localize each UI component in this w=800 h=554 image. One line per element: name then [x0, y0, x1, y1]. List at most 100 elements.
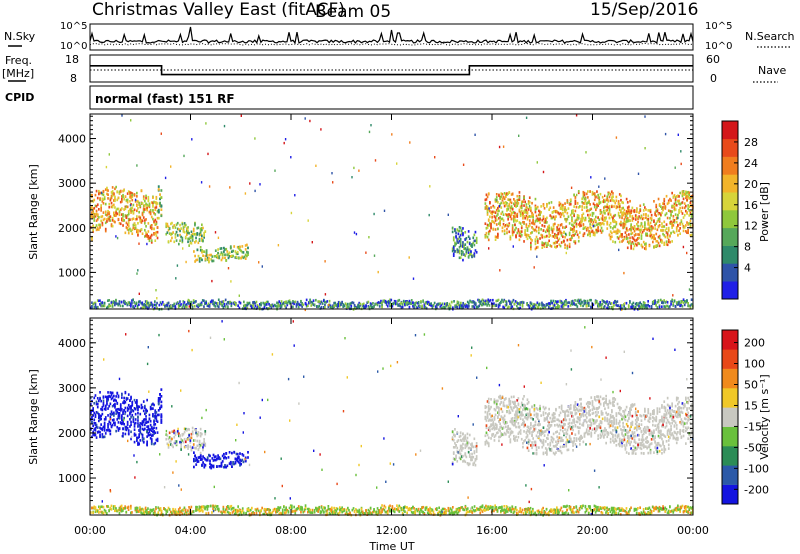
- echo-cell: [612, 219, 614, 222]
- echo-cell: [626, 246, 629, 250]
- echo-cell: [520, 301, 523, 304]
- echo-cell: [95, 306, 98, 310]
- echo-cell: [90, 193, 92, 197]
- echo-cell: [470, 244, 472, 247]
- echo-cell: [120, 300, 123, 304]
- echo-cell: [589, 190, 591, 193]
- echo-cell: [189, 241, 192, 245]
- echo-cell: [445, 302, 447, 306]
- echo-cell: [194, 223, 196, 227]
- echo-cell: [525, 214, 528, 218]
- echo-cell: [481, 303, 484, 307]
- echo-cell: [286, 301, 289, 305]
- echo-cell: [92, 433, 94, 436]
- echo-cell: [157, 188, 160, 191]
- y-tick-label: 1000: [58, 266, 86, 279]
- echo-cell: [618, 240, 621, 244]
- echo-cell: [225, 247, 228, 251]
- echo-cell: [597, 216, 599, 220]
- echo-cell: [674, 213, 677, 216]
- echo-cell: [494, 219, 497, 222]
- echo-cell: [133, 301, 136, 304]
- echo-cell: [655, 205, 658, 209]
- echo-cell: [510, 205, 513, 208]
- echo-cell: [204, 464, 207, 467]
- echo-cell: [513, 401, 515, 404]
- echo-cell: [487, 238, 490, 242]
- echo-cell: [167, 437, 170, 441]
- echo-cell: [524, 216, 526, 220]
- echo-cell: [114, 220, 116, 224]
- echo-cell: [523, 420, 525, 424]
- echo-cell: [108, 202, 111, 206]
- echo-cell: [542, 303, 544, 306]
- echo-cell: [455, 456, 457, 460]
- echo-cell: [666, 232, 669, 236]
- echo-cell: [671, 210, 673, 213]
- echo-cell: [160, 208, 163, 211]
- echo-cell: [653, 237, 655, 241]
- echo-cell: [328, 303, 330, 307]
- echo-cell: [544, 241, 547, 245]
- echo-cell: [95, 228, 98, 232]
- echo-cell: [541, 218, 544, 222]
- echo-cell: [192, 299, 195, 302]
- echo-cell: [473, 450, 476, 453]
- echo-cell: [629, 228, 631, 231]
- echo-cell: [111, 423, 114, 427]
- echo-cell: [152, 208, 154, 212]
- echo-cell: [114, 197, 116, 201]
- echo-cell: [514, 437, 516, 440]
- echo-cell: [142, 204, 145, 208]
- echo-cell: [497, 416, 499, 419]
- echo-cell: [351, 176, 353, 179]
- echo-cell: [591, 229, 594, 233]
- echo-cell: [493, 400, 496, 404]
- echo-cell: [471, 458, 473, 462]
- echo-cell: [620, 209, 622, 213]
- echo-cell: [115, 302, 117, 305]
- echo-cell: [598, 185, 600, 188]
- echo-cell: [452, 452, 455, 455]
- echo-cell: [141, 213, 144, 217]
- echo-cell: [259, 303, 261, 306]
- echo-cell: [114, 303, 116, 307]
- echo-cell: [506, 209, 508, 212]
- echo-cell: [638, 228, 640, 232]
- echo-cell: [645, 233, 647, 237]
- echo-cell: [136, 436, 138, 440]
- echo-cell: [166, 224, 169, 228]
- echo-cell: [109, 402, 112, 406]
- echo-cell: [130, 420, 132, 424]
- echo-cell: [368, 130, 371, 134]
- echo-cell: [498, 439, 500, 443]
- echo-cell: [352, 301, 355, 305]
- echo-cell: [484, 206, 487, 209]
- echo-cell: [123, 422, 125, 426]
- echo-cell: [665, 231, 668, 234]
- echo-cell: [218, 255, 221, 258]
- echo-cell: [582, 223, 585, 226]
- echo-cell: [543, 207, 546, 210]
- echo-cell: [464, 437, 467, 440]
- echo-cell: [498, 302, 501, 305]
- echo-cell: [218, 256, 221, 260]
- echo-cell: [156, 202, 159, 205]
- echo-cell: [372, 302, 374, 305]
- echo-cell: [127, 403, 130, 407]
- echo-cell: [560, 205, 563, 208]
- echo-cell: [510, 217, 513, 221]
- echo-cell: [548, 208, 550, 211]
- echo-cell: [559, 223, 562, 227]
- echo-cell: [531, 239, 533, 242]
- echo-cell: [179, 434, 181, 438]
- echo-cell: [138, 442, 140, 446]
- echo-cell: [113, 193, 115, 196]
- echo-cell: [95, 402, 98, 406]
- echo-cell: [667, 305, 670, 309]
- echo-cell: [556, 236, 558, 239]
- echo-cell: [454, 428, 456, 431]
- echo-cell: [452, 238, 455, 242]
- echo-cell: [470, 447, 472, 450]
- echo-cell: [104, 404, 107, 408]
